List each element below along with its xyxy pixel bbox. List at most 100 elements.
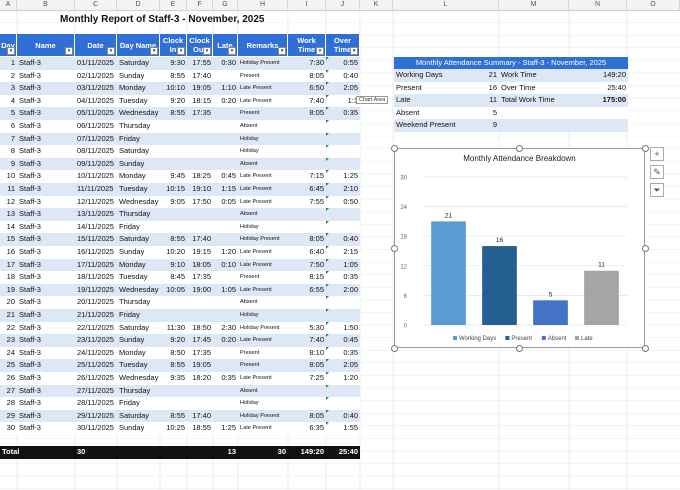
table-cell[interactable]: 17:55 [192, 58, 211, 67]
table-cell[interactable]: 1:55 [343, 423, 358, 433]
table-cell[interactable]: 0:20 [221, 95, 236, 105]
table-cell[interactable]: 2:30 [221, 322, 236, 332]
table-cell[interactable]: Monday [119, 171, 146, 181]
table-cell[interactable]: Friday [119, 310, 140, 319]
table-cell[interactable] [326, 397, 360, 410]
table-cell[interactable]: 8:05 [309, 108, 324, 118]
table-cell[interactable]: Staff-3 [19, 171, 41, 181]
table-cell[interactable] [213, 145, 238, 158]
table-cell[interactable]: Friday [119, 221, 140, 231]
table-cell[interactable]: Holiday [240, 148, 259, 155]
summary-value-2[interactable]: 25:40 [607, 82, 626, 92]
table-cell[interactable]: 1:50 [343, 322, 358, 332]
table-cell[interactable]: 0:35 [343, 272, 358, 282]
table-cell[interactable]: 7:40 [309, 335, 324, 345]
table-header-clock-in[interactable]: Clock In ▾ [160, 34, 187, 56]
table-cell[interactable]: 23 [6, 335, 15, 345]
filter-dropdown-icon[interactable]: ▾ [278, 47, 286, 55]
table-header-day[interactable]: Day ▾ [0, 34, 17, 56]
table-cell[interactable]: 22 [6, 322, 15, 332]
table-cell[interactable] [288, 120, 326, 133]
table-cell[interactable]: Tuesday [119, 360, 148, 370]
table-cell[interactable]: 13 [6, 209, 15, 219]
column-header-J[interactable]: J [326, 0, 360, 10]
table-cell[interactable] [213, 309, 238, 322]
table-cell[interactable]: Staff-3 [19, 373, 41, 382]
total-late[interactable]: 13 [227, 447, 236, 457]
table-cell[interactable]: Staff-3 [19, 335, 41, 345]
table-cell[interactable]: 07/11/2025 [77, 133, 114, 143]
table-cell[interactable]: 8:15 [309, 272, 324, 282]
table-cell[interactable]: 0:45 [221, 171, 236, 181]
table-cell[interactable]: 19:00 [192, 284, 211, 294]
table-cell[interactable]: 24/11/2025 [77, 347, 114, 357]
table-cell[interactable]: Late Present [240, 97, 272, 104]
table-cell[interactable]: Monday [119, 83, 146, 93]
chart-handle-bm[interactable] [516, 345, 523, 352]
table-cell[interactable]: 8:55 [170, 70, 185, 80]
table-cell[interactable] [160, 133, 187, 146]
table-cell[interactable]: 29 [6, 410, 15, 420]
table-cell[interactable]: Wednesday [119, 196, 159, 206]
filter-dropdown-icon[interactable]: ▾ [316, 47, 324, 55]
table-cell[interactable]: 0:40 [343, 410, 358, 420]
table-cell[interactable]: 9:05 [170, 196, 185, 206]
table-header-clock-out[interactable]: Clock Out ▾ [187, 34, 213, 56]
table-cell[interactable]: Friday [119, 133, 140, 143]
summary-label-2[interactable]: Total Work Time [501, 95, 555, 105]
table-cell[interactable]: 26/11/2025 [77, 373, 114, 382]
table-cell[interactable]: 6:40 [309, 247, 324, 256]
table-cell[interactable]: Absent [240, 160, 258, 167]
table-cell[interactable]: Absent [240, 211, 258, 218]
chart-handle-tl[interactable] [391, 145, 398, 152]
table-cell[interactable]: Holiday Present [240, 236, 280, 243]
table-cell[interactable] [326, 309, 360, 322]
table-cell[interactable] [160, 145, 187, 158]
table-cell[interactable] [187, 296, 213, 309]
column-header-F[interactable]: F [187, 0, 213, 10]
total-days[interactable]: 30 [77, 447, 86, 457]
table-cell[interactable]: 6 [10, 121, 15, 130]
table-cell[interactable]: 29/11/2025 [77, 410, 114, 420]
table-cell[interactable]: 0:10 [221, 259, 236, 269]
table-cell[interactable]: 8:05 [309, 234, 324, 244]
table-cell[interactable]: Staff-3 [19, 108, 41, 118]
table-cell[interactable]: Late Present [240, 425, 272, 432]
table-cell[interactable]: 17/11/2025 [77, 259, 114, 269]
table-cell[interactable]: 6:35 [309, 423, 324, 433]
chart-handle-tr[interactable] [642, 145, 649, 152]
table-cell[interactable]: Staff-3 [19, 121, 41, 130]
table-cell[interactable]: 7:25 [309, 373, 324, 382]
summary-value-2[interactable]: 149:20 [603, 70, 626, 79]
table-cell[interactable]: 25 [6, 360, 15, 370]
table-cell[interactable] [187, 158, 213, 171]
table-cell[interactable] [288, 296, 326, 309]
table-cell[interactable] [288, 221, 326, 234]
table-cell[interactable]: Tuesday [119, 272, 148, 282]
table-cell[interactable] [187, 120, 213, 133]
table-cell[interactable]: 7 [10, 133, 15, 143]
table-cell[interactable] [213, 120, 238, 133]
table-cell[interactable]: Staff-3 [19, 247, 41, 256]
table-cell[interactable]: Late Present [240, 337, 272, 344]
table-cell[interactable]: 19 [6, 284, 15, 294]
table-cell[interactable]: 2:05 [343, 83, 358, 93]
table-cell[interactable]: Staff-3 [19, 297, 41, 307]
table-cell[interactable] [213, 233, 238, 246]
table-cell[interactable]: 6:50 [309, 83, 324, 93]
table-cell[interactable]: 0:30 [221, 58, 236, 67]
table-cell[interactable]: 7:40 [309, 95, 324, 105]
table-cell[interactable] [326, 120, 360, 133]
table-cell[interactable]: 26 [6, 373, 15, 382]
table-cell[interactable]: 19:05 [192, 83, 211, 93]
table-cell[interactable]: 0:35 [221, 373, 236, 382]
table-cell[interactable]: 23/11/2025 [77, 335, 114, 345]
table-cell[interactable]: 15 [6, 234, 15, 244]
table-cell[interactable]: Tuesday [119, 184, 148, 193]
total-label[interactable]: Total [2, 447, 20, 457]
table-cell[interactable]: Holiday Present [240, 60, 280, 66]
table-cell[interactable]: 1:05 [343, 259, 358, 269]
column-header-M[interactable]: M [499, 0, 569, 10]
chart-handle-bl[interactable] [391, 345, 398, 352]
